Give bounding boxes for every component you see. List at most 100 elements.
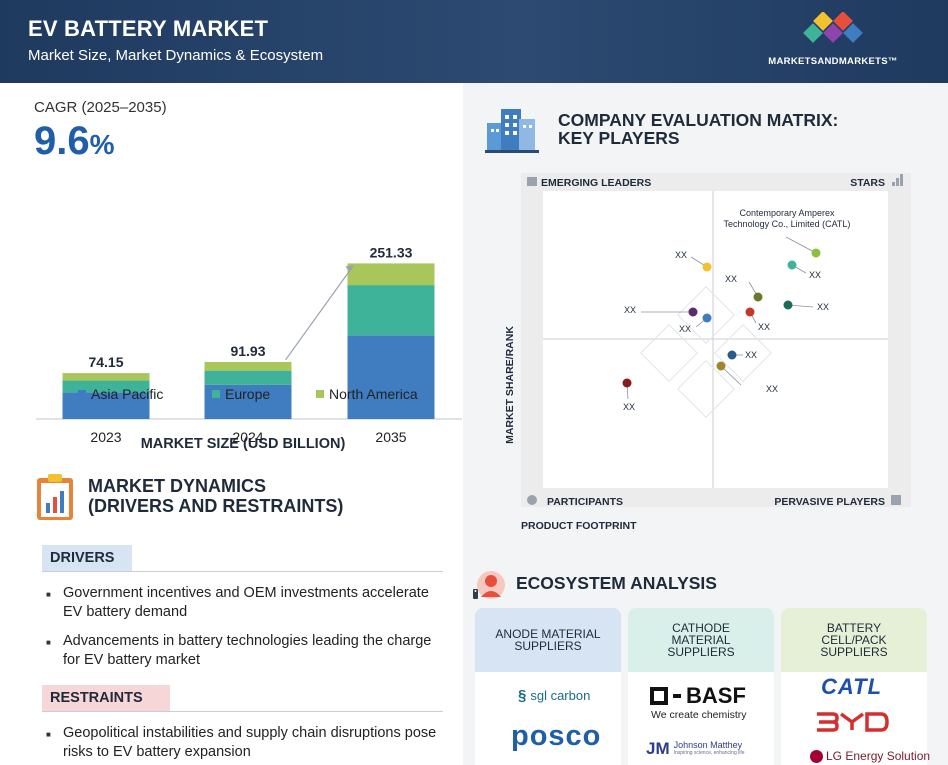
company-dot[interactable] xyxy=(787,260,797,270)
market-dynamics-title: MARKET DYNAMICS (DRIVERS AND RESTRAINTS) xyxy=(88,476,343,516)
company-dot[interactable] xyxy=(622,378,632,388)
cagr-number: 9.6 xyxy=(34,119,90,163)
y-axis-title: MARKET SHARE/RANK xyxy=(504,326,516,444)
restraints-heading: RESTRAINTS xyxy=(42,685,170,711)
eco-card-label: ANODE MATERIAL SUPPLIERS xyxy=(495,627,601,653)
dot-connector xyxy=(720,365,742,386)
legend-label: Asia Pacific xyxy=(91,386,164,402)
market-dynamics-title-line1: MARKET DYNAMICS xyxy=(88,476,266,496)
pervasive-puzzle-icon xyxy=(891,495,901,505)
byd-logo xyxy=(815,711,889,738)
company-label-xx: XX xyxy=(758,322,770,332)
company-label-xx: XX xyxy=(745,350,757,360)
growth-arrow-line xyxy=(285,265,354,361)
lg-energy-solution-logo: LG Energy Solution xyxy=(810,749,930,763)
bar-segment-north-america xyxy=(204,361,292,371)
johnson-matthey-logo: JM Johnson Matthey Inspiring science, en… xyxy=(646,739,745,759)
bar-segment-asia-pacific xyxy=(347,335,435,419)
sgl-carbon-logo: § sgl carbon xyxy=(518,687,590,704)
matrix-title-line2: KEY PLAYERS xyxy=(558,128,680,148)
company-label-xx: XX xyxy=(817,302,829,312)
quadrant-label-emerging-leaders: EMERGING LEADERS xyxy=(541,177,651,189)
logo-text: MARKETSANDMARKETS™ xyxy=(768,56,898,67)
eco-card-anode: ANODE MATERIAL SUPPLIERS xyxy=(475,608,621,672)
x-tick-label: 2024 xyxy=(232,429,263,445)
legend-swatch xyxy=(212,390,220,398)
clipboard-chart-icon xyxy=(37,474,73,520)
company-dot[interactable] xyxy=(745,307,755,317)
bar-segment-europe xyxy=(62,380,150,393)
basf-text: BASF xyxy=(686,683,746,708)
quadrant-label-participants: PARTICIPANTS xyxy=(547,496,623,508)
posco-logo: POSCO xyxy=(511,720,602,752)
catl-logo: CATL xyxy=(821,674,883,699)
company-dot[interactable] xyxy=(811,248,821,258)
buildings-icon xyxy=(485,109,539,153)
dot-connector xyxy=(785,236,817,254)
x-tick-label: 2035 xyxy=(375,429,406,445)
header-banner: EV BATTERY MARKET Market Size, Market Dy… xyxy=(0,0,948,83)
company-label-xx: XX xyxy=(766,384,778,394)
participants-icon xyxy=(527,495,537,505)
company-dot[interactable] xyxy=(783,300,793,310)
company-dot[interactable] xyxy=(727,350,737,360)
stars-bars-icon xyxy=(900,174,903,186)
restraints-divider xyxy=(42,711,443,712)
restraint-item: Geopolitical instabilities and supply ch… xyxy=(46,724,446,762)
basf-logo: BASF xyxy=(650,683,746,709)
market-dynamics-title-line2: (DRIVERS AND RESTRAINTS) xyxy=(88,496,344,516)
bar-total-label: 251.33 xyxy=(370,244,413,260)
company-dot[interactable] xyxy=(753,292,763,302)
marketsandmarkets-logo[interactable]: MARKETSANDMARKETS™ xyxy=(758,11,908,72)
left-panel: CAGR (2025–2035) 9.6% 74.15 2023 91.93 2024… xyxy=(0,83,463,765)
lg-text: LG Energy Solution xyxy=(826,749,931,763)
bar-total-label: 91.93 xyxy=(230,343,265,359)
company-dot[interactable] xyxy=(702,262,712,272)
legend-item-asia-pacific: Asia Pacific xyxy=(78,386,163,402)
chart-legend: Asia Pacific Europe North America xyxy=(78,386,458,406)
bar-segment-north-america xyxy=(347,263,435,286)
company-label-xx: XX xyxy=(623,402,635,412)
jm-tagline: Inspiring science, enhancing life xyxy=(673,750,745,756)
chart-title: MARKET SIZE (USD BILLION) xyxy=(140,436,346,452)
x-axis-title: PRODUCT FOOTPRINT xyxy=(521,520,637,532)
legend-swatch xyxy=(316,390,324,398)
matrix-title: COMPANY EVALUATION MATRIX: KEY PLAYERS xyxy=(558,111,838,147)
company-label-xx: XX xyxy=(624,305,636,315)
bar-segment-asia-pacific xyxy=(62,392,150,419)
jm-text-group: Johnson Matthey Inspiring science, enhan… xyxy=(674,741,745,757)
company-evaluation-matrix: EMERGING LEADERS STARS PARTICIPANTS PERVASI… xyxy=(504,173,911,532)
driver-item: Advancements in battery technologies lea… xyxy=(46,632,446,670)
company-dot[interactable] xyxy=(716,361,726,371)
leader-label-line2: Technology Co., Limited (CATL) xyxy=(724,219,851,229)
sgl-mark-icon: § xyxy=(518,687,527,704)
stars-bars-icon xyxy=(896,178,899,186)
growth-arrow-head xyxy=(345,265,354,273)
company-label-xx: XX xyxy=(809,270,821,280)
eco-col-anode xyxy=(475,672,621,765)
quadrant-label-stars: STARS xyxy=(850,177,885,189)
eco-card-label: BATTERY CELL/PACK SUPPLIERS xyxy=(820,621,888,659)
basf-tagline: We create chemistry xyxy=(651,709,747,721)
cagr-label: CAGR (2025–2035) xyxy=(34,99,167,116)
decor-diamond xyxy=(714,324,772,382)
drivers-heading: DRIVERS xyxy=(42,545,132,571)
company-label-xx: XX xyxy=(675,250,687,260)
ecosystem-person-icon xyxy=(469,567,509,607)
legend-swatch xyxy=(78,390,86,398)
page-title: EV BATTERY MARKET xyxy=(28,16,269,41)
legend-label: North America xyxy=(329,386,418,402)
driver-item: Government incentives and OEM investment… xyxy=(46,584,446,622)
decor-diamond xyxy=(677,360,735,418)
company-dot[interactable] xyxy=(702,313,712,323)
bar-segment-north-america xyxy=(62,373,150,381)
company-dot[interactable] xyxy=(688,307,698,317)
matrix-title-line1: COMPANY EVALUATION MATRIX: xyxy=(558,110,839,130)
eco-card-label: CATHODE MATERIAL SUPPLIERS xyxy=(667,621,735,659)
basf-dash xyxy=(673,694,681,698)
x-tick-label: 2023 xyxy=(90,429,121,445)
drivers-divider xyxy=(42,571,443,572)
decor-diamond xyxy=(677,286,735,344)
market-size-chart: 74.15 2023 91.93 2024 251.33 2035 xyxy=(36,244,462,445)
legend-item-north-america: North America xyxy=(316,386,418,402)
